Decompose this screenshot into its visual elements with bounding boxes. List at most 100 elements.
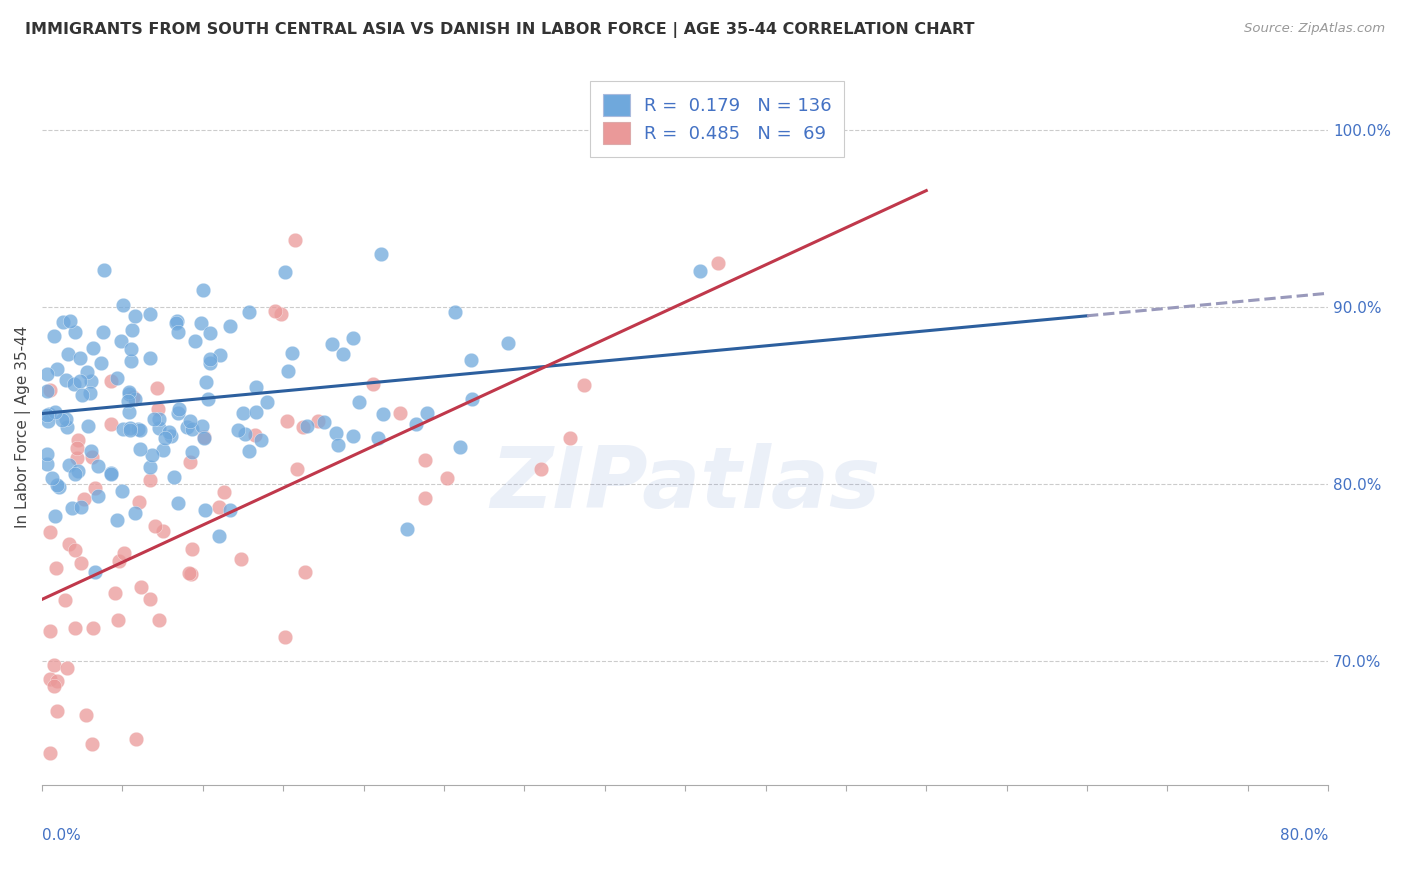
Point xyxy=(65,442,87,456)
Point xyxy=(39,383,62,397)
Point xyxy=(105,512,128,526)
Point xyxy=(219,319,242,334)
Point xyxy=(128,495,150,509)
Point xyxy=(405,417,427,431)
Point xyxy=(39,746,62,760)
Point xyxy=(276,414,298,428)
Point xyxy=(413,452,436,467)
Point xyxy=(295,419,318,434)
Point xyxy=(232,406,254,420)
Point xyxy=(112,298,135,312)
Point xyxy=(416,406,439,420)
Point xyxy=(219,503,242,517)
Point xyxy=(148,402,170,417)
Point xyxy=(373,408,395,422)
Point xyxy=(100,374,122,388)
Point xyxy=(270,307,292,321)
Point xyxy=(214,484,236,499)
Point xyxy=(38,407,60,421)
Point xyxy=(100,417,122,431)
Point xyxy=(183,334,205,348)
Point xyxy=(100,466,122,480)
Point xyxy=(460,352,482,367)
Point xyxy=(166,313,188,327)
Point xyxy=(91,325,114,339)
Point xyxy=(328,438,350,452)
Point xyxy=(87,489,110,503)
Point xyxy=(530,461,553,475)
Point xyxy=(83,566,105,580)
Point xyxy=(45,477,67,491)
Point xyxy=(42,658,65,673)
Point xyxy=(165,316,187,330)
Text: 80.0%: 80.0% xyxy=(1279,828,1329,843)
Point xyxy=(238,444,260,458)
Point xyxy=(152,524,174,538)
Point xyxy=(193,431,215,445)
Point xyxy=(167,496,190,510)
Point xyxy=(141,448,163,462)
Point xyxy=(193,283,215,297)
Point xyxy=(45,361,67,376)
Point xyxy=(388,406,411,420)
Point xyxy=(349,394,371,409)
Point xyxy=(138,591,160,606)
Point xyxy=(256,395,278,409)
Point xyxy=(108,554,131,568)
Point xyxy=(233,426,256,441)
Point xyxy=(117,394,139,409)
Point xyxy=(245,405,267,419)
Point xyxy=(689,264,711,278)
Point xyxy=(58,346,80,360)
Point xyxy=(285,461,308,475)
Point xyxy=(180,542,202,557)
Point xyxy=(65,543,87,558)
Point xyxy=(124,392,146,407)
Point xyxy=(294,566,316,580)
Point xyxy=(190,316,212,330)
Point xyxy=(413,491,436,505)
Point xyxy=(128,423,150,437)
Point xyxy=(245,380,267,394)
Point xyxy=(139,308,162,322)
Point xyxy=(139,459,162,474)
Point xyxy=(122,390,145,404)
Point xyxy=(67,434,90,448)
Point xyxy=(363,376,385,391)
Point xyxy=(82,450,104,465)
Point xyxy=(63,621,86,635)
Point xyxy=(56,660,79,674)
Point xyxy=(39,672,62,686)
Point xyxy=(82,737,104,751)
Point xyxy=(163,470,186,484)
Point xyxy=(169,402,191,417)
Point xyxy=(35,446,58,460)
Point xyxy=(56,419,79,434)
Point xyxy=(45,561,67,575)
Point xyxy=(558,431,581,445)
Point xyxy=(229,552,252,566)
Point xyxy=(111,483,134,498)
Point xyxy=(194,503,217,517)
Point xyxy=(35,457,58,471)
Point xyxy=(291,419,314,434)
Point xyxy=(90,356,112,370)
Point xyxy=(35,384,58,399)
Point xyxy=(118,423,141,437)
Point xyxy=(70,556,93,570)
Point xyxy=(35,408,58,422)
Point xyxy=(325,425,347,440)
Point xyxy=(69,351,91,365)
Point xyxy=(55,411,77,425)
Y-axis label: In Labor Force | Age 35-44: In Labor Force | Age 35-44 xyxy=(15,326,31,528)
Point xyxy=(226,424,249,438)
Point xyxy=(42,679,65,693)
Point xyxy=(143,519,166,533)
Point xyxy=(332,347,354,361)
Point xyxy=(117,405,139,419)
Point xyxy=(65,450,87,465)
Point xyxy=(314,415,336,429)
Point xyxy=(449,440,471,454)
Point xyxy=(180,567,202,582)
Point xyxy=(177,566,200,580)
